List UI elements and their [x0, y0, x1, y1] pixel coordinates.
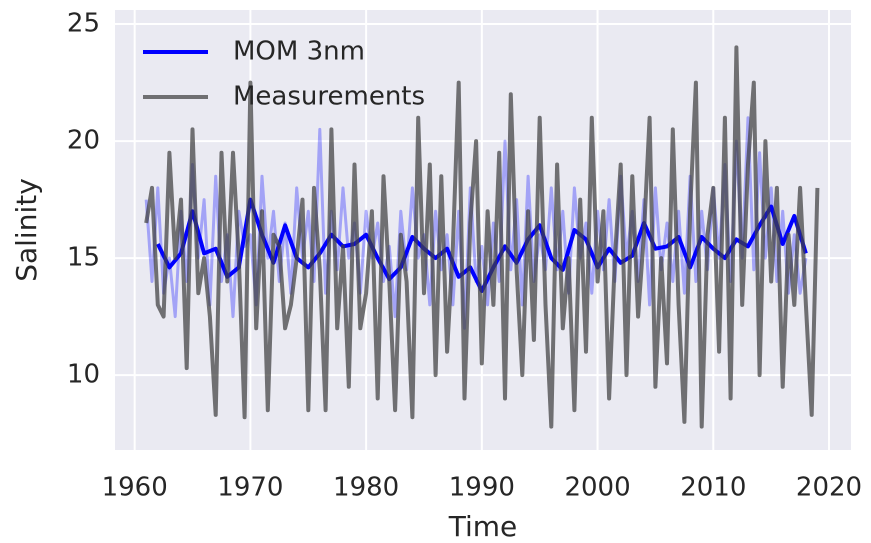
- legend-label: MOM 3nm: [233, 37, 365, 67]
- lines: [144, 45, 820, 429]
- x-tick-label: 1970: [217, 473, 283, 503]
- legend-label: Measurements: [233, 82, 425, 112]
- x-tick-label: 2020: [796, 473, 862, 503]
- series-line: [144, 45, 820, 429]
- y-tick-label: 10: [67, 360, 100, 390]
- legend: MOM 3nm Measurements: [143, 37, 425, 112]
- x-tick-label: 1980: [333, 473, 399, 503]
- x-tick-label: 2000: [564, 473, 630, 503]
- x-axis-label: Time: [448, 510, 518, 543]
- x-tick-label: 1960: [102, 473, 168, 503]
- y-tick-label: 25: [67, 9, 100, 39]
- y-tick-label: 15: [67, 243, 100, 273]
- x-tick-label: 1990: [449, 473, 515, 503]
- x-tick-label: 2010: [680, 473, 746, 503]
- y-axis-label: Salinity: [10, 178, 43, 282]
- y-tick-label: 20: [67, 126, 100, 156]
